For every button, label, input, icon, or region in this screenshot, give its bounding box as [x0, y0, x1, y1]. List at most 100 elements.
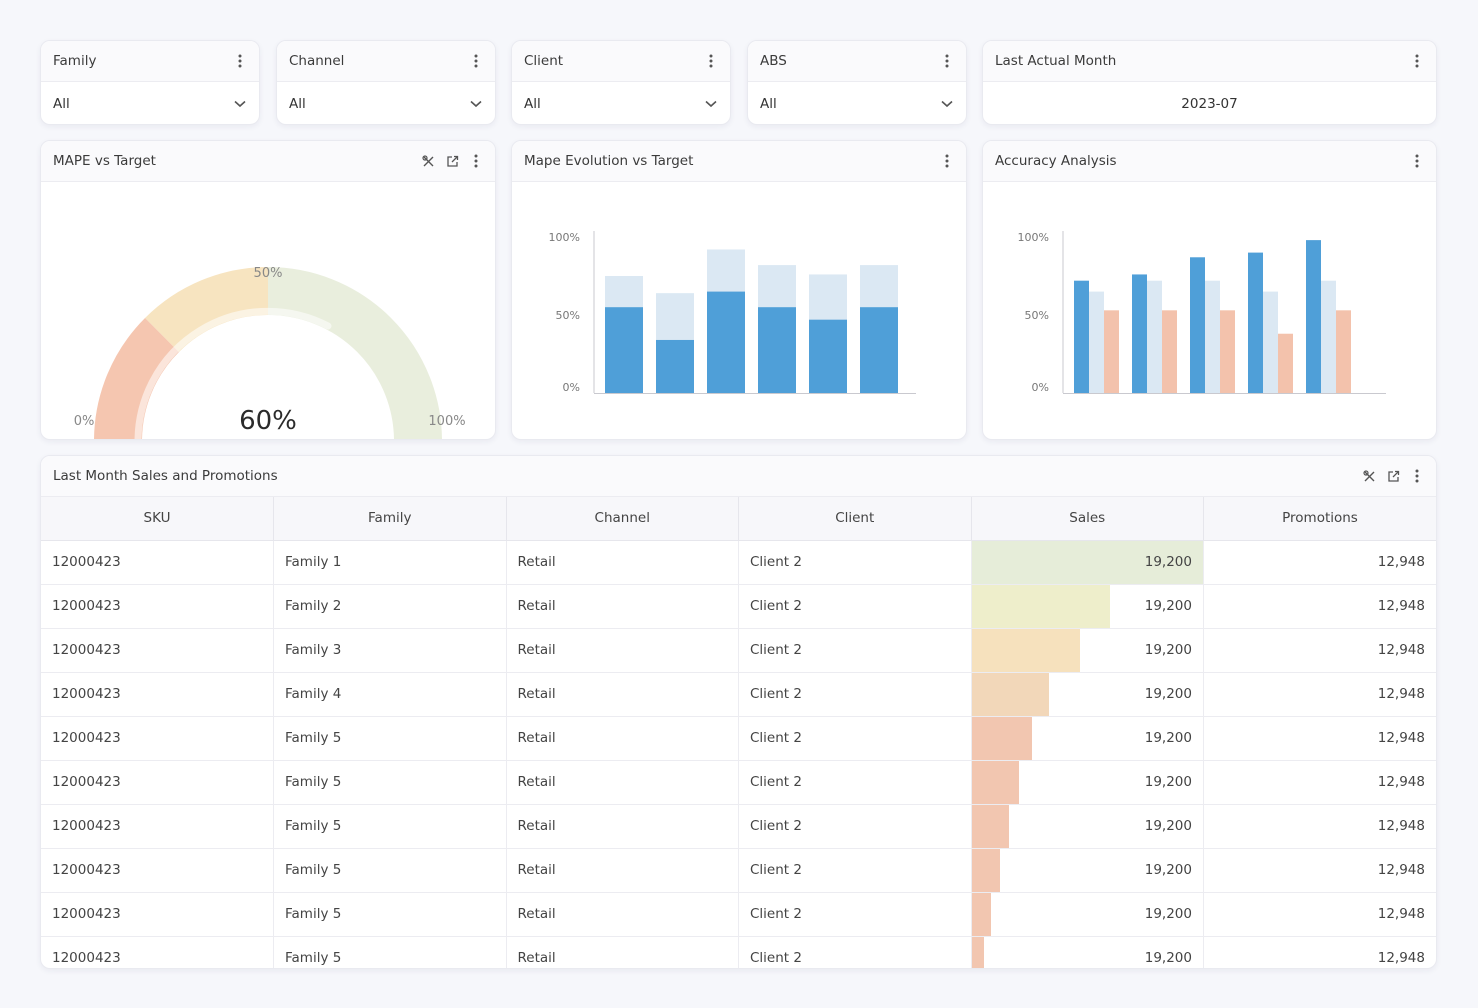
gauge-value: 60% [239, 406, 297, 436]
more-vertical-icon[interactable] [1410, 468, 1424, 484]
family-select[interactable]: All [41, 82, 259, 124]
external-link-icon[interactable] [445, 153, 459, 169]
sales-bar [971, 716, 1032, 760]
abs-select[interactable]: All [748, 82, 966, 124]
chevron-down-icon[interactable] [704, 96, 718, 112]
accuracy-bar-b[interactable] [1205, 280, 1220, 393]
sales-bar [971, 540, 1203, 584]
mape-evolution-chart: 0% 50% 100% [549, 231, 916, 394]
family-cell: Family 5 [273, 716, 507, 761]
channel-select[interactable]: All [277, 82, 495, 124]
tools-icon[interactable] [1362, 468, 1376, 484]
table-row[interactable]: 12000423 Family 5 Retail Client 2 19,200 12,9… [41, 760, 1436, 805]
more-vertical-icon[interactable] [233, 53, 247, 69]
more-vertical-icon[interactable] [940, 53, 954, 69]
accuracy-bar-a[interactable] [1132, 274, 1147, 393]
mape-bar[interactable] [707, 291, 745, 393]
accuracy-bar-a[interactable] [1074, 280, 1089, 393]
sales-bar [971, 804, 1009, 848]
more-vertical-icon[interactable] [704, 53, 718, 69]
last-month-field[interactable]: 2023-07 [983, 82, 1436, 124]
select-value: All [53, 95, 70, 112]
sales-cell: 19,200 [971, 892, 1204, 937]
table-row[interactable]: 12000423 Family 4 Retail Client 2 19,200 12,9… [41, 672, 1436, 717]
filter-card-abs: ABS All [747, 40, 967, 125]
mape-evolution-card: Mape Evolution vs Target 0% 50% 100% [511, 140, 967, 440]
client-cell: Client 2 [738, 628, 972, 673]
filter-header: Last Actual Month [983, 41, 1436, 82]
table-header-row: SKU Family Channel Client Sales Promotio… [41, 497, 1436, 541]
more-vertical-icon[interactable] [1410, 53, 1424, 69]
accuracy-bar-a[interactable] [1248, 252, 1263, 393]
accuracy-bar-b[interactable] [1089, 291, 1104, 393]
select-value: All [760, 95, 777, 112]
filter-card-last-month: Last Actual Month 2023-07 [982, 40, 1437, 125]
promotions-cell: 12,948 [1203, 936, 1436, 968]
more-vertical-icon[interactable] [469, 53, 483, 69]
table-row[interactable]: 12000423 Family 5 Retail Client 2 19,200 12,9… [41, 804, 1436, 849]
family-cell: Family 5 [273, 848, 507, 893]
card-title: MAPE vs Target [53, 153, 156, 169]
accuracy-bar-c[interactable] [1162, 310, 1177, 393]
accuracy-bar-a[interactable] [1190, 257, 1205, 393]
table-row[interactable]: 12000423 Family 5 Retail Client 2 19,200 12,9… [41, 936, 1436, 968]
last-month-value: 2023-07 [1181, 95, 1238, 112]
client-cell: Client 2 [738, 584, 972, 629]
accuracy-bar-b[interactable] [1321, 280, 1336, 393]
column-header-promotions[interactable]: Promotions [1203, 497, 1436, 541]
mape-bar[interactable] [656, 339, 694, 393]
chevron-down-icon[interactable] [469, 96, 483, 112]
column-header-client[interactable]: Client [738, 497, 972, 541]
mape-bar[interactable] [605, 307, 643, 393]
more-vertical-icon[interactable] [1410, 153, 1424, 169]
column-header-sku[interactable]: SKU [41, 497, 274, 541]
family-cell: Family 4 [273, 672, 507, 717]
more-vertical-icon[interactable] [469, 153, 483, 169]
promotions-cell: 12,948 [1203, 540, 1436, 585]
column-header-sales[interactable]: Sales [971, 497, 1204, 541]
chevron-down-icon[interactable] [233, 96, 247, 112]
filter-header: ABS [748, 41, 966, 82]
mape-bar[interactable] [758, 307, 796, 393]
chevron-down-icon[interactable] [940, 96, 954, 112]
promotions-cell: 12,948 [1203, 672, 1436, 717]
card-title: Accuracy Analysis [995, 153, 1117, 169]
mape-bar[interactable] [809, 319, 847, 393]
sku-cell: 12000423 [41, 716, 274, 761]
table-row[interactable]: 12000423 Family 3 Retail Client 2 19,200 12,9… [41, 628, 1436, 673]
accuracy-bar-b[interactable] [1263, 291, 1278, 393]
sales-table: SKU Family Channel Client Sales Promotio… [41, 497, 1436, 968]
accuracy-bar-c[interactable] [1220, 310, 1235, 393]
filter-header: Channel [277, 41, 495, 82]
sales-bar [971, 584, 1111, 628]
family-cell: Family 5 [273, 936, 507, 968]
filter-label: Family [53, 53, 97, 69]
client-select[interactable]: All [512, 82, 730, 124]
table-row[interactable]: 12000423 Family 5 Retail Client 2 19,200 12,9… [41, 892, 1436, 937]
accuracy-bar-c[interactable] [1278, 333, 1293, 393]
accuracy-bar-c[interactable] [1336, 310, 1351, 393]
table-row[interactable]: 12000423 Family 5 Retail Client 2 19,200 12,9… [41, 848, 1436, 893]
accuracy-bar-a[interactable] [1306, 240, 1321, 393]
sku-cell: 12000423 [41, 584, 274, 629]
channel-cell: Retail [506, 848, 739, 893]
select-value: All [524, 95, 541, 112]
column-header-channel[interactable]: Channel [506, 497, 739, 541]
tools-icon[interactable] [421, 153, 435, 169]
table-row[interactable]: 12000423 Family 2 Retail Client 2 19,200 12,9… [41, 584, 1436, 629]
more-vertical-icon[interactable] [940, 153, 954, 169]
y-tick-label: 0% [563, 381, 580, 394]
table-row[interactable]: 12000423 Family 5 Retail Client 2 19,200 12,9… [41, 716, 1436, 761]
sales-value: 19,200 [1144, 641, 1192, 658]
accuracy-bar-c[interactable] [1104, 310, 1119, 393]
promotions-cell: 12,948 [1203, 628, 1436, 673]
table-row[interactable]: 12000423 Family 1 Retail Client 2 19,200 12,9… [41, 540, 1436, 585]
mape-bar[interactable] [860, 307, 898, 393]
y-tick-label: 100% [549, 231, 580, 244]
mape-gauge: 50% 0% 100% 60% [74, 266, 466, 439]
accuracy-bar-b[interactable] [1147, 280, 1162, 393]
client-cell: Client 2 [738, 936, 972, 968]
external-link-icon[interactable] [1386, 468, 1400, 484]
column-header-family[interactable]: Family [273, 497, 507, 541]
family-cell: Family 5 [273, 804, 507, 849]
